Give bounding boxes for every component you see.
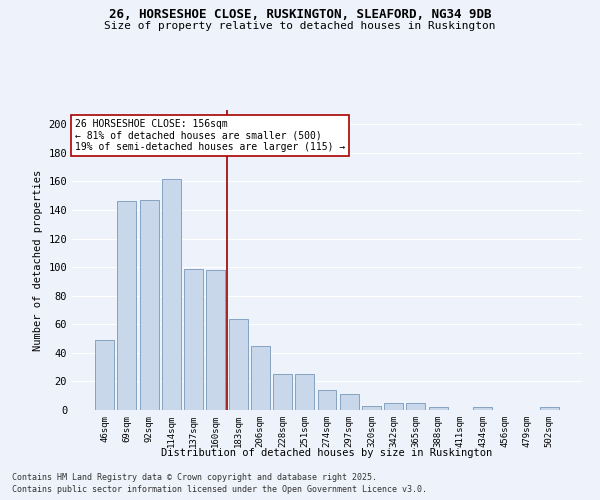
Text: Size of property relative to detached houses in Ruskington: Size of property relative to detached ho… — [104, 21, 496, 31]
Bar — [95, 340, 114, 410]
Bar — [540, 407, 559, 410]
Text: Distribution of detached houses by size in Ruskington: Distribution of detached houses by size … — [161, 448, 493, 458]
Bar — [384, 403, 403, 410]
Bar — [251, 346, 270, 410]
Y-axis label: Number of detached properties: Number of detached properties — [33, 170, 43, 350]
Bar — [317, 390, 337, 410]
Text: 26 HORSESHOE CLOSE: 156sqm
← 81% of detached houses are smaller (500)
19% of sem: 26 HORSESHOE CLOSE: 156sqm ← 81% of deta… — [74, 119, 345, 152]
Bar — [140, 200, 158, 410]
Bar — [229, 318, 248, 410]
Bar — [340, 394, 359, 410]
Text: Contains HM Land Registry data © Crown copyright and database right 2025.: Contains HM Land Registry data © Crown c… — [12, 472, 377, 482]
Bar — [295, 374, 314, 410]
Bar — [118, 202, 136, 410]
Bar — [406, 403, 425, 410]
Text: Contains public sector information licensed under the Open Government Licence v3: Contains public sector information licen… — [12, 485, 427, 494]
Bar — [184, 268, 203, 410]
Bar — [362, 406, 381, 410]
Bar — [473, 407, 492, 410]
Text: 26, HORSESHOE CLOSE, RUSKINGTON, SLEAFORD, NG34 9DB: 26, HORSESHOE CLOSE, RUSKINGTON, SLEAFOR… — [109, 8, 491, 20]
Bar — [206, 270, 225, 410]
Bar — [162, 178, 181, 410]
Bar — [273, 374, 292, 410]
Bar — [429, 407, 448, 410]
